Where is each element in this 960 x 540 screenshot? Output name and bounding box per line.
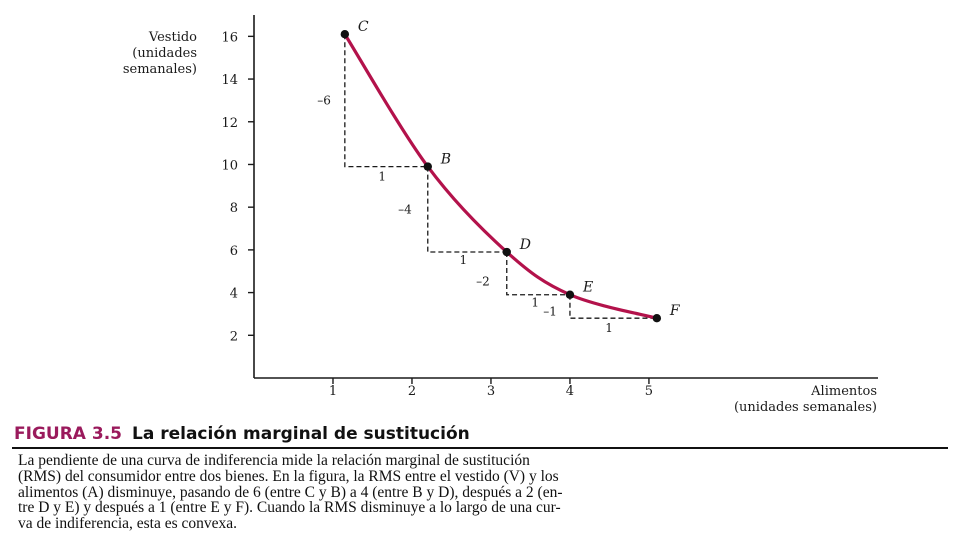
mrs-step-line (506, 252, 570, 296)
curve-point-label-b: B (440, 152, 451, 168)
curve-point-label-c: C (358, 19, 369, 35)
x-tick-label: 1 (329, 384, 337, 399)
figure-title: La relación marginal de sustitución (131, 424, 470, 444)
curve-points: C B D E F (340, 19, 681, 323)
step-label-horizontal: 1 (605, 321, 613, 335)
curve-point-c (340, 30, 350, 39)
step-label-vertical: –2 (476, 274, 490, 288)
step-label-horizontal: 1 (531, 296, 539, 310)
mrs-step-lines (344, 34, 657, 319)
y-axis-title-line-2: (unidades (132, 46, 197, 61)
mrs-step-line (427, 166, 507, 253)
y-axis-title-line-3: semanales) (123, 62, 197, 77)
y-tick-label: 2 (230, 329, 238, 344)
x-tick-label: 4 (566, 384, 574, 399)
curve-point-b (423, 162, 432, 171)
curve-point-e (565, 290, 575, 299)
y-axis-title-line-1: Vestido (148, 30, 197, 45)
x-tick-label: 2 (408, 384, 416, 399)
curve-point-label-d: D (519, 237, 531, 253)
y-tick-label: 6 (230, 244, 238, 259)
figure-number: FIGURA 3.5 (14, 424, 122, 444)
x-axis-title-line-1: Alimentos (810, 384, 877, 399)
caption-line-5: va de indiferencia, esta es convexa. (18, 515, 238, 533)
y-tick-label: 14 (221, 73, 238, 88)
curve-point-f (652, 314, 662, 323)
x-axis-title-line-2: (unidades semanales) (734, 400, 877, 415)
step-label-vertical: –1 (543, 304, 557, 318)
y-tick-label: 10 (221, 158, 238, 173)
mrs-step-line (569, 294, 657, 319)
y-tick-label: 8 (230, 201, 238, 216)
curve-point-label-e: E (582, 280, 593, 296)
x-tick-label: 5 (645, 384, 653, 399)
step-labels: –6 1 –4 1 –2 1 –1 1 (317, 93, 613, 335)
x-ticks: 1 2 3 4 5 (329, 378, 653, 399)
caption-divider (12, 447, 948, 449)
curve-point-d (502, 247, 511, 257)
caption-line-2: (RMS) del consumidor entre dos bienes. E… (18, 467, 559, 485)
indifference-curve (343, 32, 659, 320)
step-label-horizontal: 1 (378, 170, 386, 184)
y-tick-label: 16 (221, 30, 238, 45)
caption-line-1: La pendiente de una curva de indiferenci… (18, 452, 530, 469)
step-label-horizontal: 1 (459, 253, 467, 267)
figure-caption-heading: FIGURA 3.5 La relación marginal de sustit… (14, 424, 470, 444)
y-ticks: 2 4 6 8 10 12 14 16 (221, 30, 254, 344)
y-tick-label: 12 (221, 116, 238, 131)
x-tick-label: 3 (487, 384, 495, 399)
axes (253, 15, 878, 379)
mrs-step-line (344, 34, 428, 168)
caption-line-4: tre D y E) y después a 1 (entre E y F). … (18, 499, 561, 517)
figure-caption-body: La pendiente de una curva de indiferenci… (18, 453, 948, 532)
curve-point-label-f: F (669, 303, 681, 319)
step-label-vertical: –4 (398, 202, 412, 216)
step-label-vertical: –6 (317, 93, 331, 107)
y-tick-label: 4 (230, 287, 238, 302)
caption-line-3: alimentos (A) disminuye, pasando de 6 (e… (18, 483, 563, 501)
